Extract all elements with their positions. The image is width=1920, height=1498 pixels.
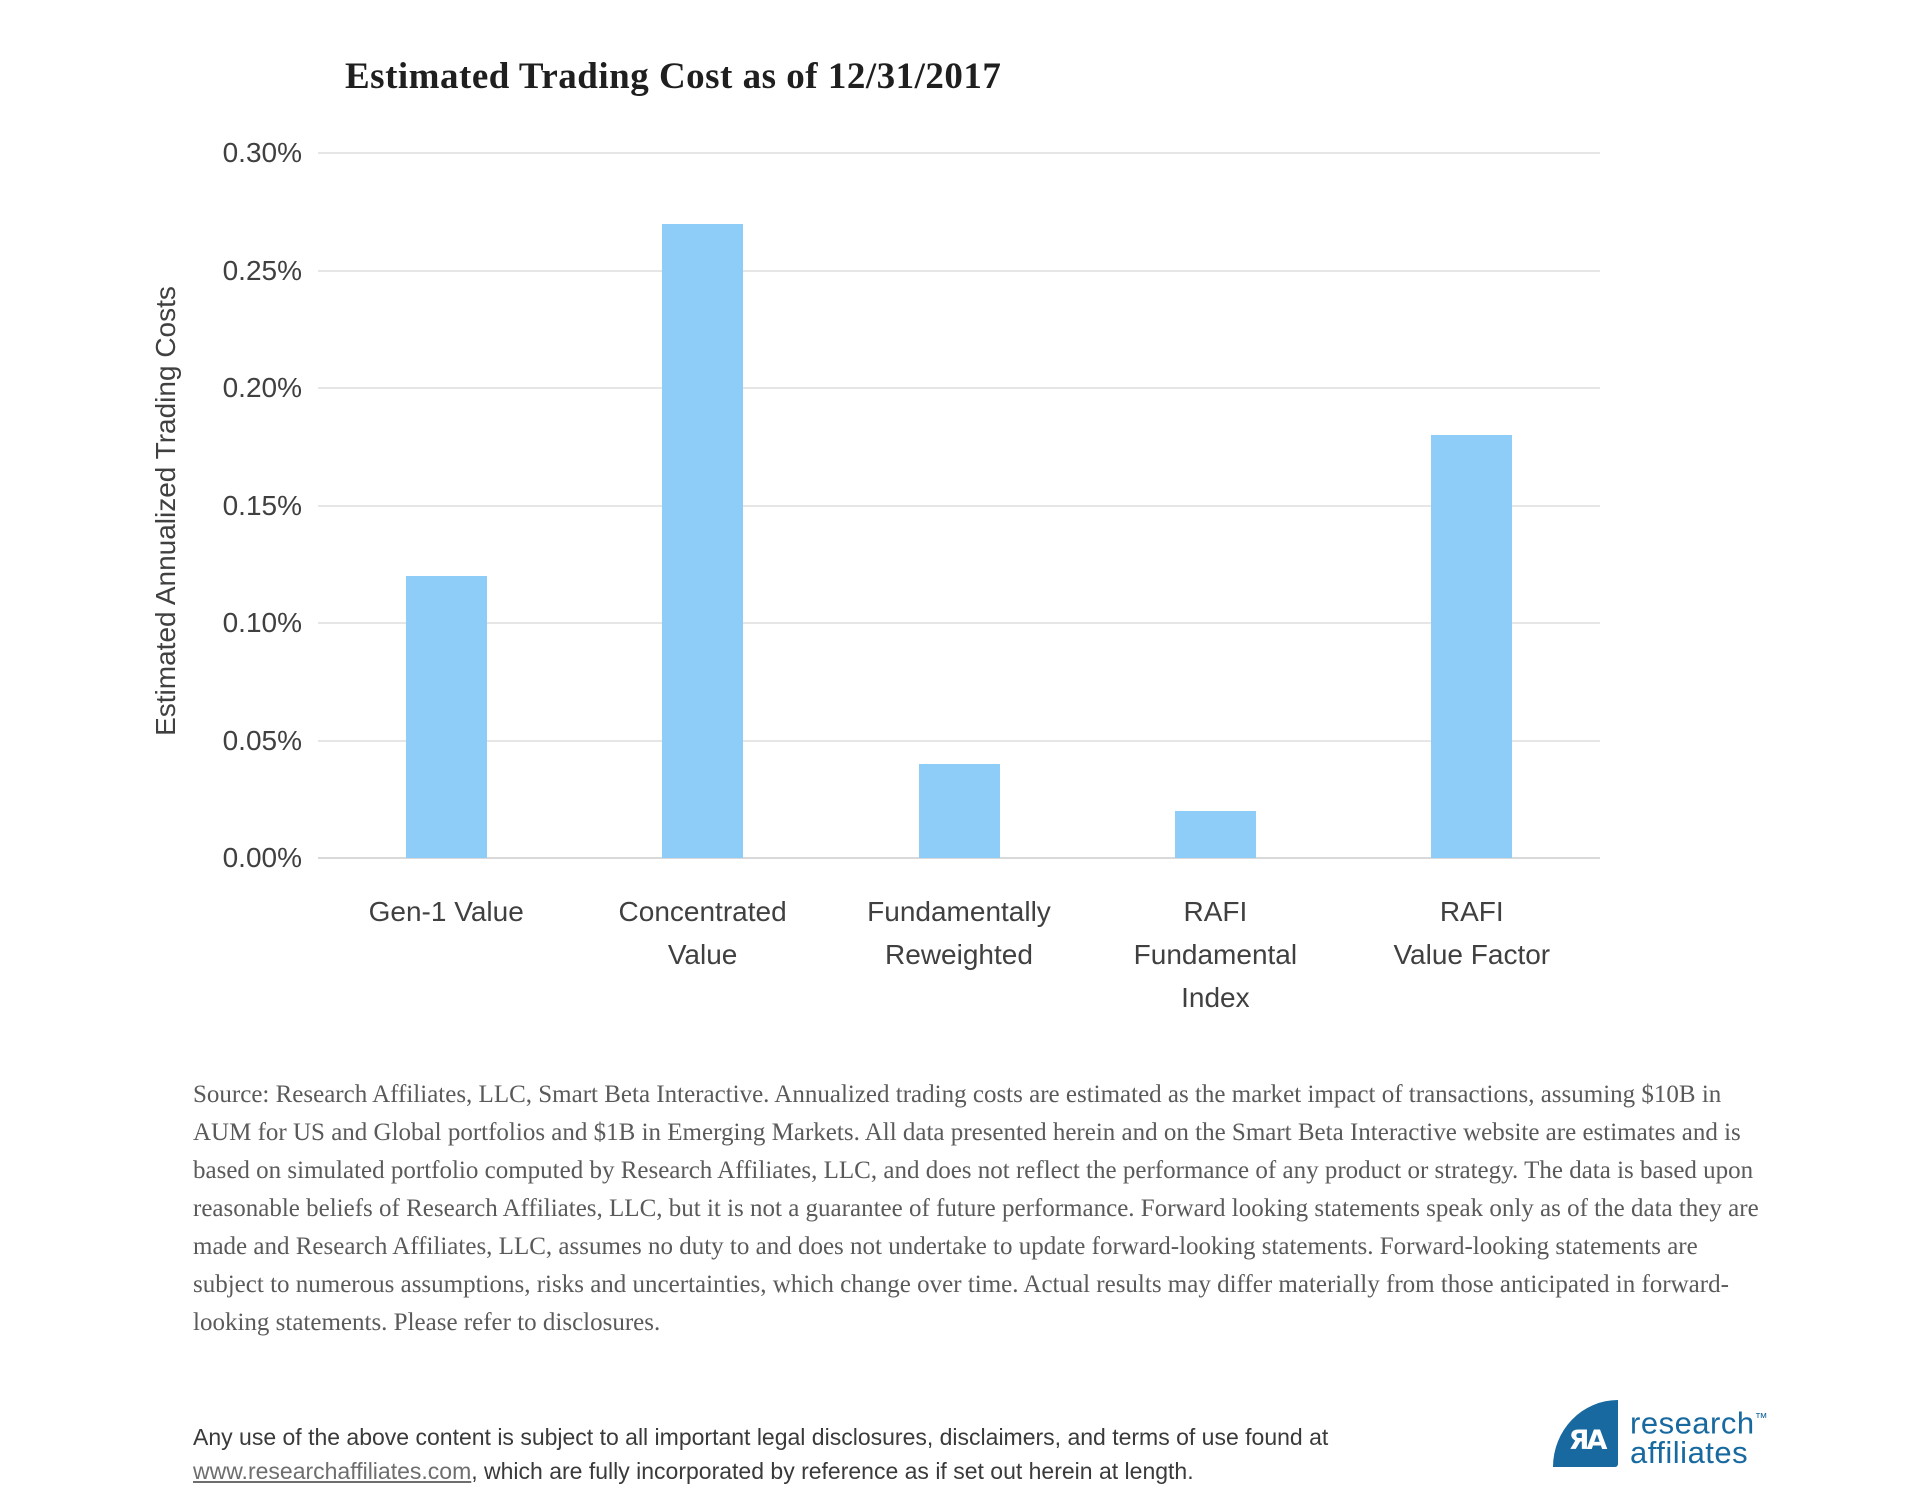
gridline bbox=[318, 387, 1600, 389]
x-category-label: Fundamentally Reweighted bbox=[867, 896, 1051, 970]
footer-text-after: , which are fully incorporated by refere… bbox=[471, 1458, 1194, 1484]
x-category-label: Concentrated Value bbox=[618, 896, 787, 970]
y-tick-label: 0.05% bbox=[222, 724, 302, 756]
footer-text-before: Any use of the above content is subject … bbox=[193, 1424, 1329, 1450]
gridline bbox=[318, 504, 1600, 507]
bar-gen-1-value bbox=[405, 576, 487, 858]
source-disclosure-text: Source: Research Affiliates, LLC, Smart … bbox=[193, 1081, 1759, 1336]
trademark-symbol: ™ bbox=[1754, 1410, 1768, 1425]
logo-wordmark: research™ affiliates bbox=[1630, 1403, 1768, 1468]
y-tick-label: 0.00% bbox=[222, 842, 302, 873]
logo-word-affiliates: affiliates bbox=[1630, 1435, 1749, 1471]
bar-chart: Estimated Annualized Trading Costs 0.00%… bbox=[150, 137, 1600, 1013]
y-tick-label: 0.20% bbox=[222, 372, 302, 403]
bar-rafi-value-factor bbox=[1431, 435, 1513, 858]
gridline bbox=[318, 152, 1600, 154]
gridline bbox=[318, 269, 1600, 272]
bar-rafi-fundamental-index bbox=[1174, 811, 1256, 858]
y-tick-label: 0.30% bbox=[222, 137, 302, 168]
x-category-label: RAFI Value Factor bbox=[1393, 896, 1551, 970]
gridline bbox=[318, 622, 1600, 624]
bar-concentrated-value bbox=[662, 223, 744, 858]
x-axis-baseline bbox=[318, 857, 1600, 859]
y-tick-label: 0.25% bbox=[222, 254, 302, 286]
legal-footer-text: Any use of the above content is subject … bbox=[193, 1420, 1353, 1488]
research-affiliates-logo: ЯA research™ affiliates bbox=[1553, 1398, 1813, 1470]
researchaffiliates-link[interactable]: www.researchaffiliates.com bbox=[193, 1458, 472, 1484]
x-category-label: Gen-1 Value bbox=[368, 896, 524, 927]
chart-title: Estimated Trading Cost as of 12/31/2017 bbox=[345, 56, 1002, 97]
ra-logo-mark-icon: ЯA bbox=[1553, 1400, 1618, 1467]
ra-monogram: ЯA bbox=[1568, 1425, 1608, 1456]
logo-word-research: research bbox=[1630, 1405, 1755, 1441]
y-tick-label: 0.10% bbox=[222, 607, 302, 638]
bar-fundamentally-reweighted bbox=[918, 764, 1000, 858]
x-category-label: RAFI Fundamental Index bbox=[1133, 896, 1298, 1013]
y-tick-label: 0.15% bbox=[222, 489, 302, 521]
gridline bbox=[318, 739, 1600, 742]
